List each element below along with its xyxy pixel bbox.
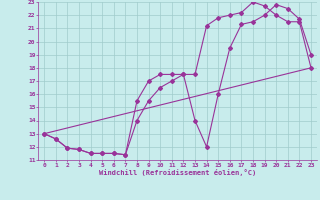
X-axis label: Windchill (Refroidissement éolien,°C): Windchill (Refroidissement éolien,°C) bbox=[99, 169, 256, 176]
